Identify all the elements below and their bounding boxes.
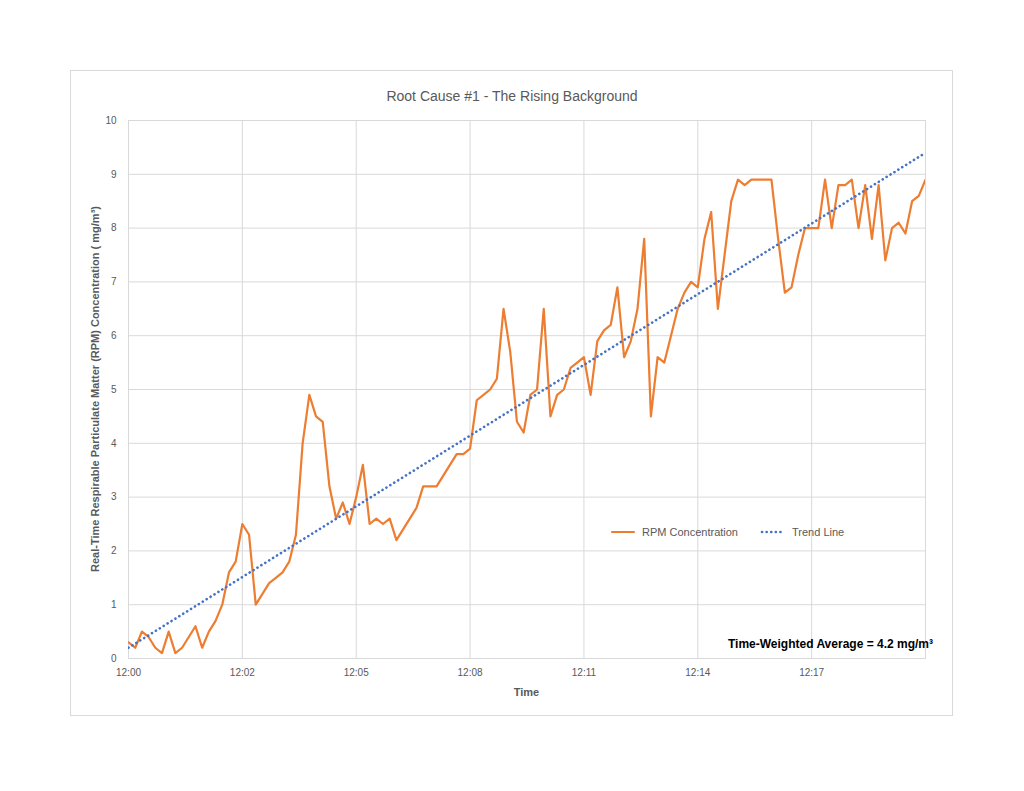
svg-text:10: 10	[105, 115, 117, 126]
svg-text:2: 2	[111, 545, 117, 556]
svg-text:12:05: 12:05	[344, 667, 369, 678]
svg-text:8: 8	[111, 222, 117, 233]
svg-text:6: 6	[111, 330, 117, 341]
svg-text:3: 3	[111, 491, 117, 502]
svg-text:7: 7	[111, 276, 117, 287]
html-text:Time-Weighted Average = 4.2 mg: Time-Weighted Average = 4.2 mg/m³	[727, 637, 933, 651]
html-text:RPM Concentration: RPM Concentration	[642, 526, 738, 538]
html-text:Time: Time	[513, 686, 540, 698]
svg-text:9: 9	[111, 169, 117, 180]
svg-text:12:11: 12:11	[572, 667, 597, 678]
svg-text:5: 5	[111, 384, 117, 395]
svg-text:12:14: 12:14	[685, 667, 710, 678]
html-text:Root Cause #1 - The Rising Bac: Root Cause #1 - The Rising Background	[386, 88, 638, 104]
svg-text:12:00: 12:00	[116, 667, 141, 678]
svg-text:1: 1	[111, 599, 117, 610]
svg-text:4: 4	[111, 438, 117, 449]
svg-text:0: 0	[111, 653, 117, 664]
svg-text:12:17: 12:17	[799, 667, 824, 678]
html-text:Trend Line: Trend Line	[792, 526, 845, 538]
html-text:Real-Time Respirable Particula: Real-Time Respirable Particulate Matter …	[89, 206, 101, 572]
svg-text:12:02: 12:02	[230, 667, 255, 678]
svg-text:12:08: 12:08	[458, 667, 483, 678]
